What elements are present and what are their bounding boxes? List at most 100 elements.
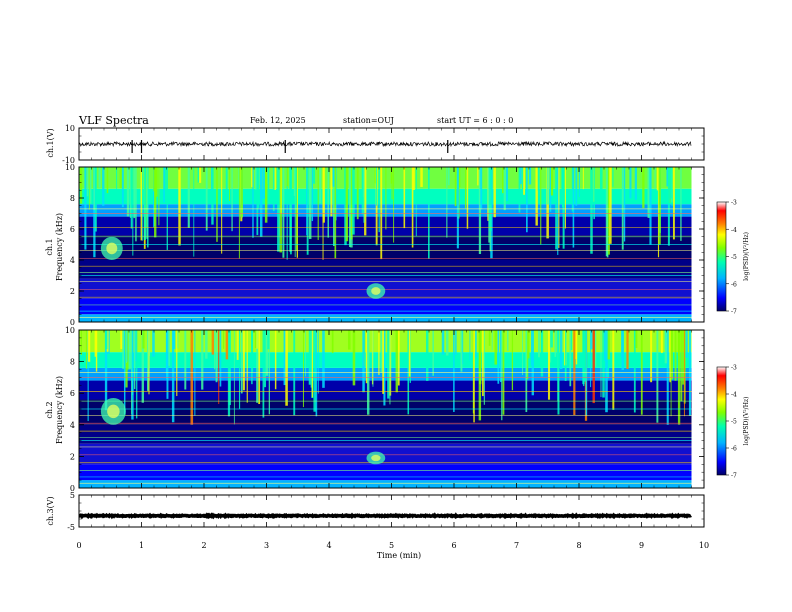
x-tick-label: 2 — [201, 541, 206, 550]
spectrum-streak — [229, 167, 230, 202]
spectrum-streak — [106, 167, 109, 194]
spectrum-streak — [649, 167, 652, 245]
spectrum-band — [79, 314, 692, 322]
spectrum-streak — [146, 167, 148, 239]
spectrum-streak — [274, 330, 277, 390]
spectrum-streak — [163, 167, 165, 203]
colorbar-scale — [716, 366, 727, 476]
spectrum-streak — [594, 330, 597, 367]
panel-ch3-waveform: 5 -5 — [67, 491, 705, 532]
spectrum-streak — [538, 330, 540, 358]
spectrum-band — [79, 260, 692, 279]
hiss-emission-core — [107, 404, 120, 419]
spectrum-streak — [549, 167, 552, 212]
no-data-area — [691, 330, 704, 488]
spectrum-streak — [285, 330, 288, 406]
spectrum-streak — [215, 330, 218, 383]
spectrum-streak — [609, 167, 612, 244]
spectrum-streak — [629, 167, 632, 199]
spectrum-streak — [286, 167, 289, 187]
spectrum-streak — [264, 167, 268, 223]
spectrum-streak — [540, 167, 542, 245]
spectrum-band — [79, 298, 692, 315]
spectrum-streak — [621, 330, 625, 370]
ch2-freq-ylabel-a: ch.2 — [45, 401, 54, 418]
spectrum-streak — [105, 330, 108, 350]
spectrum-streak — [302, 330, 304, 408]
x-tick-label: 5 — [389, 541, 394, 550]
spectrum-streak — [153, 167, 155, 192]
spectrum-streak — [254, 330, 258, 349]
spectrum-streak — [374, 167, 376, 184]
spectrum-streak — [322, 167, 325, 223]
spectrum-streak — [306, 167, 308, 236]
spectrum-streak — [562, 167, 564, 217]
spectrum-streak — [656, 167, 659, 191]
spectrum-streak — [475, 330, 477, 358]
spectrum-streak — [604, 330, 606, 361]
spectrum-streak — [378, 330, 380, 375]
spectrum-streak — [306, 167, 309, 255]
spectrum-streak — [131, 330, 133, 415]
spectrum-streak — [600, 330, 602, 398]
spectrum-streak — [387, 330, 390, 399]
spectrum-streak — [489, 167, 492, 232]
spectrum-streak — [166, 330, 168, 379]
colorbar-ch2: -3 -4 -5 -6 -7 log(PSD)(V²/Hz) — [716, 365, 750, 480]
spectrum-streak — [133, 167, 136, 219]
spectrum-streak — [348, 167, 351, 248]
spectrum-streak — [256, 167, 259, 235]
spectrum-streak — [228, 330, 231, 406]
spectrum-streak — [453, 330, 455, 412]
spectrum-streak — [547, 330, 551, 400]
spectrum-streak — [147, 167, 149, 248]
spectrum-streak — [420, 167, 423, 187]
spectrum-streak — [94, 330, 97, 357]
spectrum-streak — [364, 167, 367, 236]
spectrum-streak — [127, 330, 129, 370]
spectrum-streak — [380, 330, 383, 373]
spectrum-streak — [584, 330, 587, 382]
spectrum-streak — [344, 167, 347, 246]
spectrum-streak — [621, 330, 623, 358]
spectrum-streak — [272, 167, 275, 212]
spectrum-streak — [308, 330, 311, 385]
spectrum-streak — [283, 330, 286, 386]
panel-ch1-waveform: 10 -10 — [62, 124, 705, 165]
spectrum-streak — [682, 330, 684, 385]
spectrum-streak — [660, 330, 663, 354]
spectrum-streak — [201, 330, 204, 390]
colorbar-tick-label: -6 — [731, 446, 737, 453]
spectrum-streak — [488, 167, 490, 243]
spectrum-streak — [140, 167, 143, 241]
figure-title: VLF Spectra — [78, 114, 149, 127]
spectrum-streak — [583, 330, 585, 387]
spectrum-streak — [501, 167, 504, 194]
spectrum-streak — [634, 167, 637, 200]
spectrum-streak — [362, 167, 365, 198]
spectrum-streak — [238, 167, 240, 189]
spectrum-streak — [280, 167, 282, 215]
spectrum-streak — [86, 167, 89, 197]
spectrum-streak — [667, 167, 670, 246]
date-label: Feb. 12, 2025 — [250, 116, 306, 125]
spectrum-streak — [331, 330, 334, 354]
spectrum-streak — [411, 167, 414, 248]
spectrum-streak — [88, 167, 90, 210]
spectrum-streak — [219, 330, 222, 387]
spectrum-streak — [126, 167, 130, 217]
spectrum-streak — [415, 167, 417, 237]
panel-sp2-ytick-label: 6 — [70, 389, 75, 398]
spectrum-streak — [256, 330, 259, 403]
spectrum-streak — [479, 330, 482, 385]
spectrum-streak — [85, 330, 87, 369]
spectrum-streak — [205, 167, 208, 231]
spectrum-streak — [602, 330, 605, 398]
spectrum-streak — [80, 330, 82, 355]
spectrum-streak — [265, 330, 269, 376]
spectrum-streak — [177, 330, 179, 349]
spectrum-streak — [572, 167, 575, 248]
colorbar-tick-label: -3 — [731, 365, 737, 372]
spectrum-streak — [555, 167, 558, 250]
spectrum-streak — [428, 167, 430, 259]
